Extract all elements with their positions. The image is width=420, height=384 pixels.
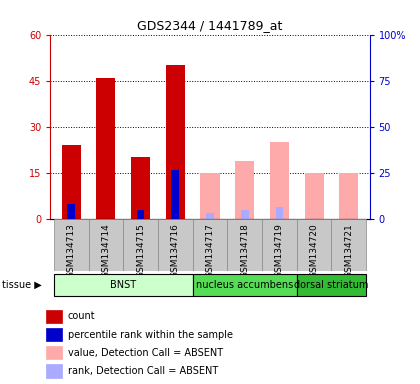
Bar — [67, 204, 75, 219]
Text: GSM134718: GSM134718 — [240, 223, 249, 278]
FancyBboxPatch shape — [331, 219, 366, 271]
Bar — [304, 173, 324, 219]
Text: tissue ▶: tissue ▶ — [2, 280, 42, 290]
Text: GSM134720: GSM134720 — [310, 223, 319, 278]
Text: nucleus accumbens: nucleus accumbens — [196, 280, 293, 290]
Bar — [235, 161, 254, 219]
Bar — [276, 207, 283, 219]
FancyBboxPatch shape — [54, 274, 193, 296]
Bar — [137, 210, 144, 219]
Bar — [46, 310, 62, 323]
Text: value, Detection Call = ABSENT: value, Detection Call = ABSENT — [68, 348, 223, 358]
Bar — [96, 78, 116, 219]
FancyBboxPatch shape — [158, 219, 193, 271]
Bar — [131, 157, 150, 219]
FancyBboxPatch shape — [297, 274, 366, 296]
Text: percentile rank within the sample: percentile rank within the sample — [68, 329, 233, 339]
FancyBboxPatch shape — [193, 274, 297, 296]
Bar — [171, 170, 179, 219]
Bar — [46, 328, 62, 341]
Bar — [206, 213, 214, 219]
FancyBboxPatch shape — [193, 219, 227, 271]
Text: BNST: BNST — [110, 280, 136, 290]
Bar — [46, 364, 62, 377]
Bar — [270, 142, 289, 219]
Text: GSM134715: GSM134715 — [136, 223, 145, 278]
Text: GSM134713: GSM134713 — [67, 223, 76, 278]
Text: GSM134714: GSM134714 — [101, 223, 110, 278]
Title: GDS2344 / 1441789_at: GDS2344 / 1441789_at — [137, 19, 283, 32]
Text: GSM134721: GSM134721 — [344, 223, 353, 278]
Text: GSM134717: GSM134717 — [205, 223, 215, 278]
Bar — [46, 346, 62, 359]
Bar — [200, 173, 220, 219]
Bar — [339, 173, 358, 219]
Text: GSM134716: GSM134716 — [171, 223, 180, 278]
FancyBboxPatch shape — [227, 219, 262, 271]
FancyBboxPatch shape — [89, 219, 123, 271]
Text: rank, Detection Call = ABSENT: rank, Detection Call = ABSENT — [68, 366, 218, 376]
Text: count: count — [68, 311, 95, 321]
Text: GSM134719: GSM134719 — [275, 223, 284, 278]
FancyBboxPatch shape — [54, 219, 89, 271]
Bar — [241, 210, 249, 219]
Bar — [62, 145, 81, 219]
FancyBboxPatch shape — [262, 219, 297, 271]
FancyBboxPatch shape — [123, 219, 158, 271]
Text: dorsal striatum: dorsal striatum — [294, 280, 369, 290]
FancyBboxPatch shape — [297, 219, 331, 271]
Bar — [166, 65, 185, 219]
